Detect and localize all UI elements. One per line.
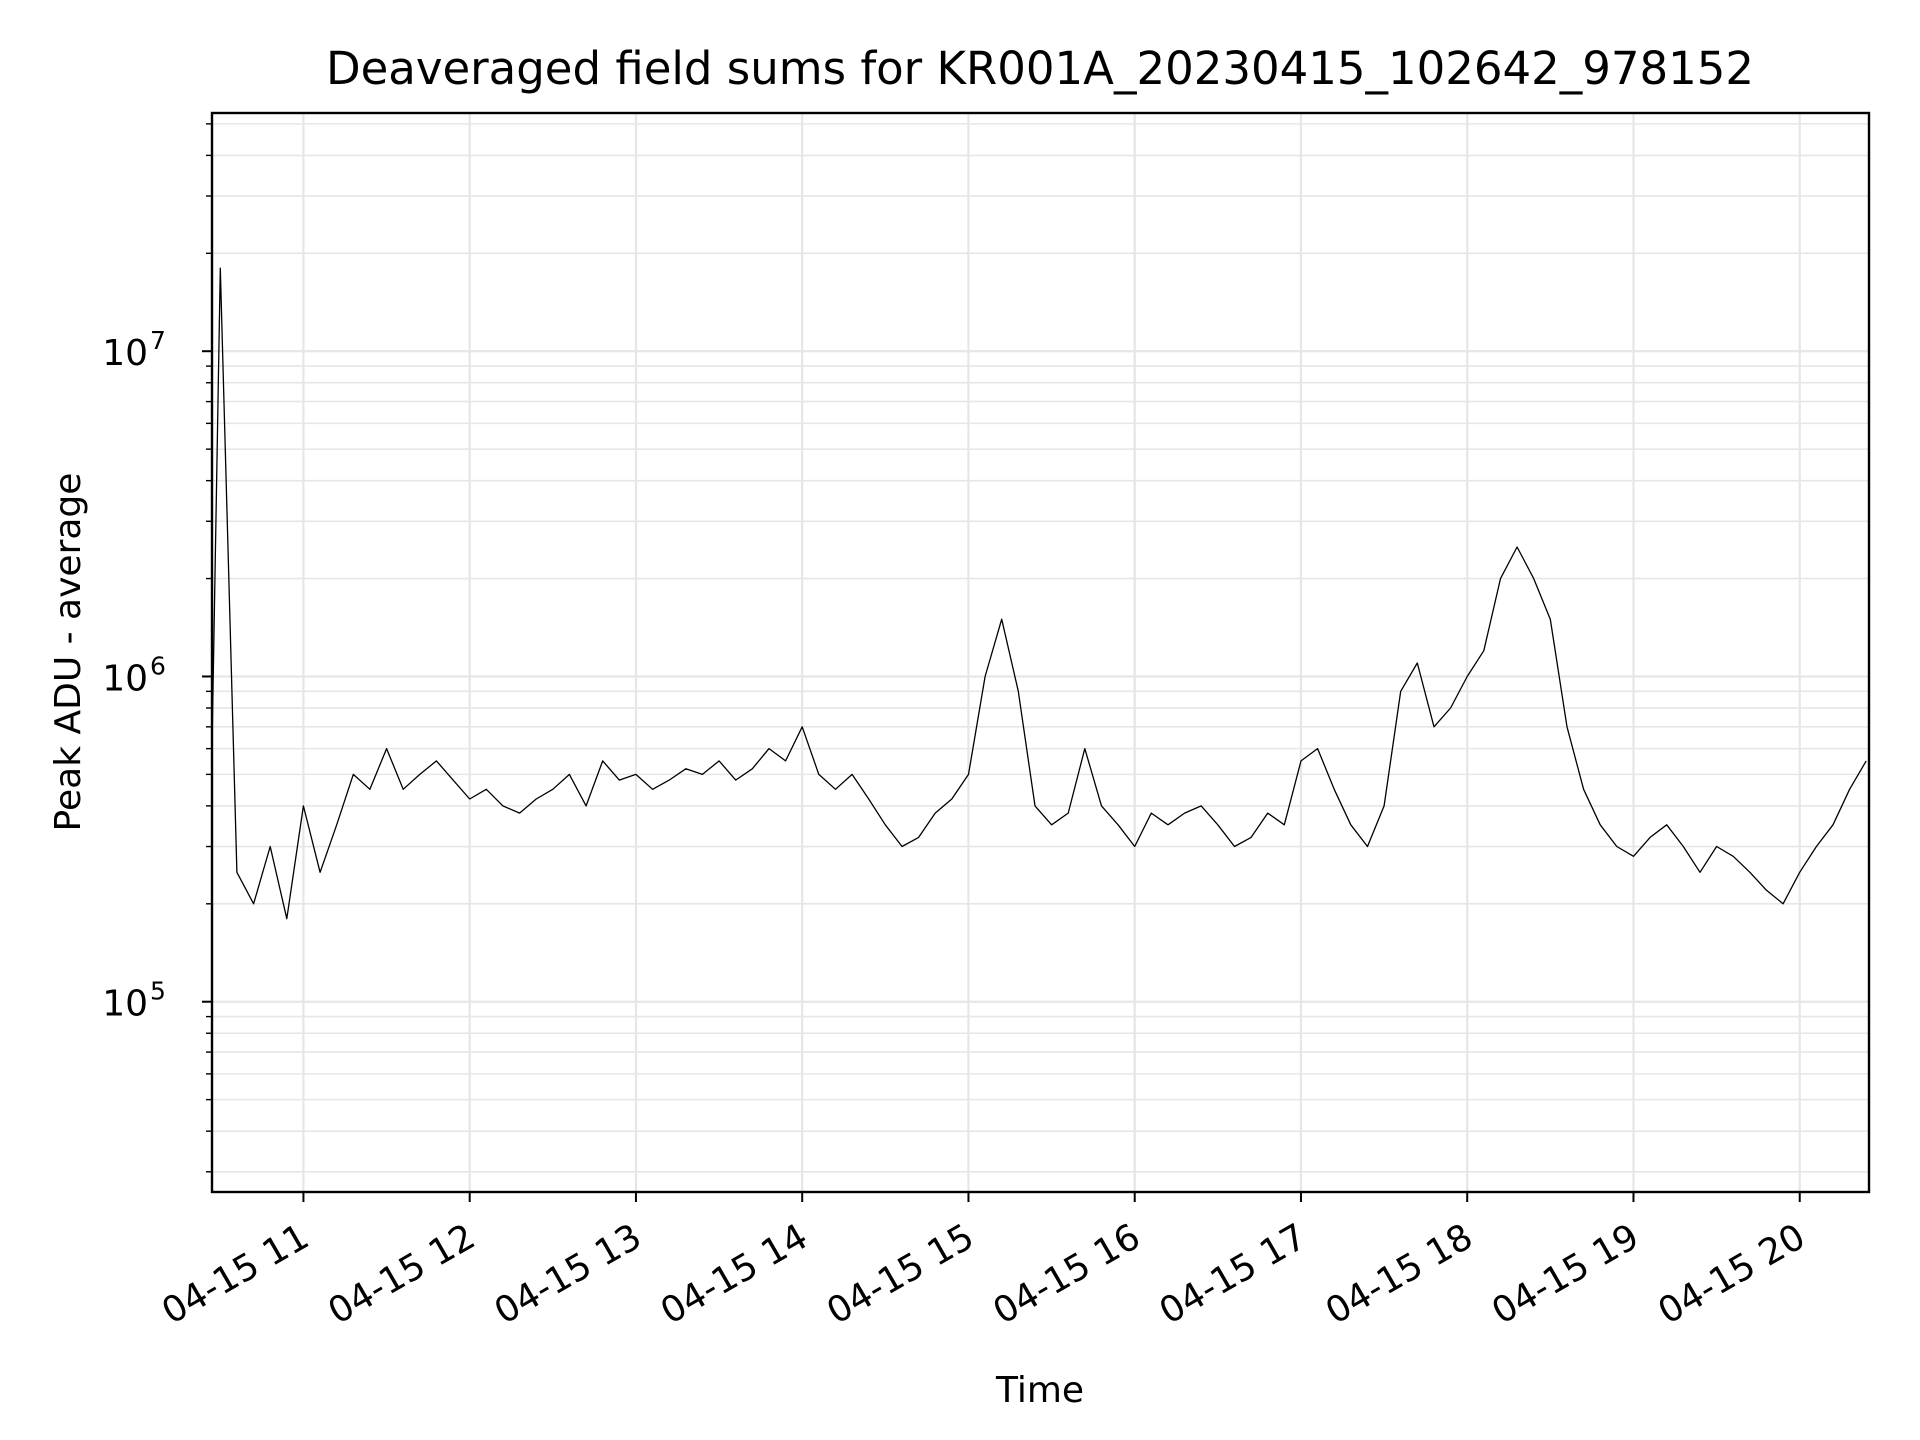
- y-tick-exponent: 5: [150, 977, 166, 1006]
- y-tick-label: 10: [102, 658, 148, 699]
- x-axis-label: Time: [995, 1370, 1084, 1411]
- grid-lines: [212, 113, 1869, 1192]
- y-tick-label: 10: [102, 333, 148, 374]
- y-axis-label: Peak ADU - average: [48, 473, 89, 832]
- series-line: [211, 267, 1867, 920]
- axes-frame: [210, 111, 1871, 1194]
- y-tick-label: 10: [102, 984, 148, 1025]
- y-tick-exponent: 7: [150, 326, 166, 355]
- y-tick-exponent: 6: [150, 651, 166, 680]
- plot-area: [211, 267, 1867, 920]
- chart-title: Deaveraged field sums for KR001A_2023041…: [326, 42, 1754, 95]
